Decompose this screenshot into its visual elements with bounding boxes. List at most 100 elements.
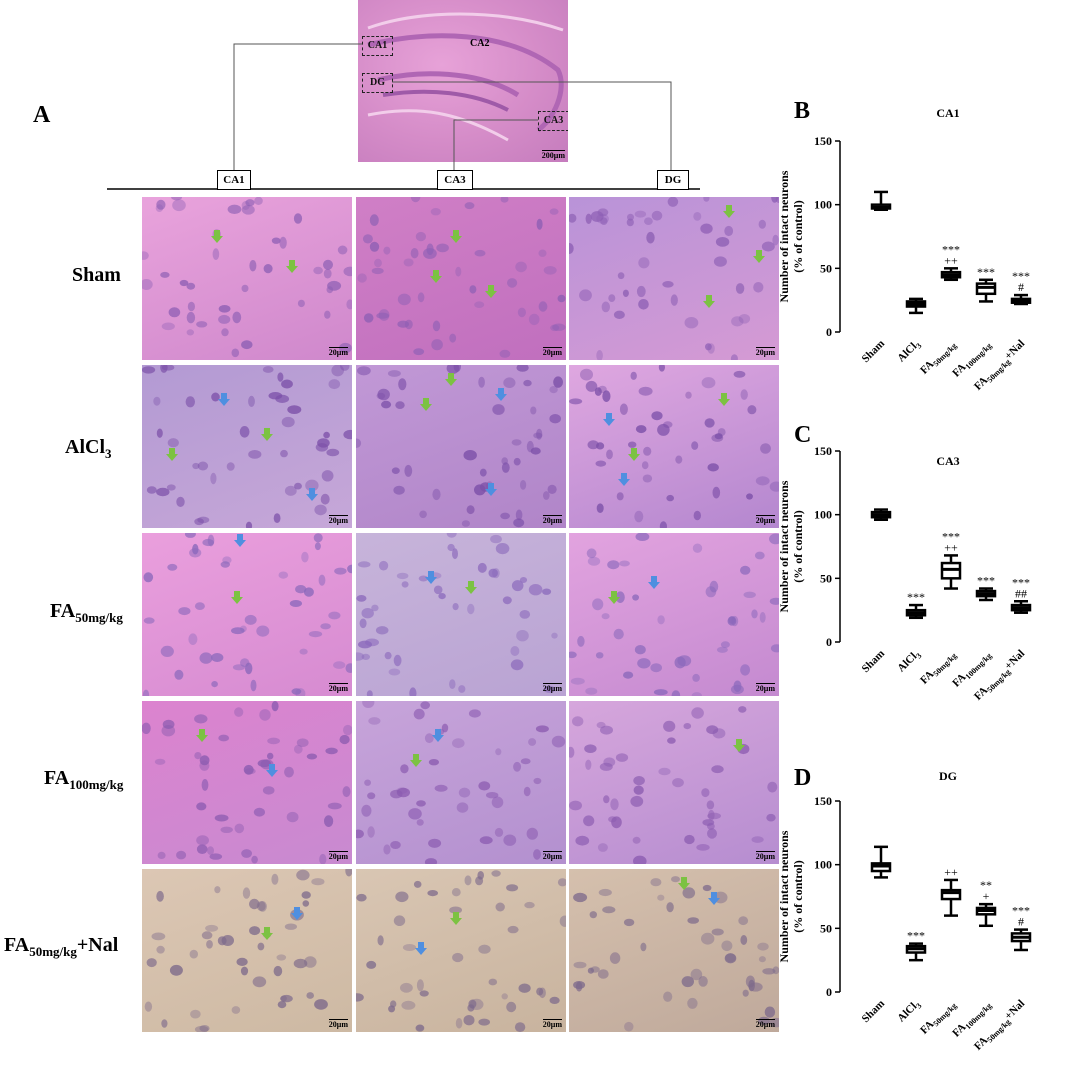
category-label: FA100mg/kg	[950, 338, 993, 381]
overview-scale-bar: 200μm	[541, 150, 565, 160]
green-arrow-icon	[211, 230, 223, 243]
significance-mark: ++	[944, 540, 958, 554]
chart-c: C CA3 0 50 100 150 Number of intact neurons (% …	[777, 422, 1032, 705]
micrograph-cells	[569, 365, 779, 528]
green-arrow-icon	[608, 591, 620, 604]
row-label-fa100: FA100mg/kg	[44, 767, 124, 792]
scale-bar: 20μm	[755, 515, 776, 525]
scale-bar: 20μm	[542, 1019, 563, 1029]
overview-micrograph: CA1 CA2 DG CA3 200μm	[358, 0, 568, 162]
blue-arrow-icon	[415, 942, 427, 955]
category-label: FA50mg/kg+Nal	[972, 998, 1029, 1055]
y-tick-label: 50	[820, 261, 832, 275]
scale-bar: 20μm	[542, 347, 563, 357]
scale-bar: 20μm	[328, 515, 349, 525]
micrograph-cells	[144, 869, 352, 1032]
green-arrow-icon	[196, 729, 208, 742]
category-sub: 50mg/kg	[931, 1001, 958, 1028]
category-label: AlCl3	[895, 338, 923, 366]
category-label: FA100mg/kg	[950, 648, 993, 691]
panel-letter: D	[794, 765, 811, 791]
scale-bar: 20μm	[755, 1019, 776, 1029]
significance-mark: ***	[942, 242, 960, 256]
micrograph-dg-row2: 20μm	[569, 365, 779, 528]
y-axis-label: Number of intact neurons	[777, 480, 791, 612]
y-tick-label: 150	[814, 134, 832, 148]
category-sub: 50mg/kg	[985, 1017, 1012, 1044]
category-sub: 50mg/kg	[931, 341, 958, 368]
green-arrow-icon	[166, 448, 178, 461]
y-axis-label: Number of intact neurons	[777, 170, 791, 302]
connector-lines	[107, 43, 700, 190]
scale-bar: 20μm	[755, 683, 776, 693]
category-label: Sham	[860, 648, 888, 676]
blue-arrow-icon	[291, 907, 303, 920]
scale-bar: 20μm	[328, 683, 349, 693]
category-sub: 100mg/kg	[964, 341, 994, 371]
green-arrow-icon	[430, 270, 442, 283]
micrograph-ca1-row5: 20μm	[142, 869, 352, 1032]
category-label: Sham	[860, 998, 888, 1026]
y-axis-label: (% of control)	[791, 200, 805, 272]
scale-bar: 20μm	[755, 347, 776, 357]
blue-arrow-icon	[495, 388, 507, 401]
region-dg-box: DG	[362, 73, 393, 93]
micrograph-ca1-row2: 20μm	[142, 365, 352, 528]
micrograph-cells	[356, 701, 566, 864]
micrograph-ca1-row3: 20μm	[142, 533, 352, 696]
green-arrow-icon	[753, 250, 765, 263]
significance-mark: ##	[1015, 586, 1027, 600]
micrograph-ca1-row4: 20μm	[142, 701, 352, 864]
panel-letter: C	[794, 422, 811, 448]
y-tick-label: 0	[826, 635, 832, 649]
blue-arrow-icon	[603, 413, 615, 426]
y-tick-label: 100	[814, 508, 832, 522]
green-arrow-icon	[485, 285, 497, 298]
row-label-alcl3: AlCl3	[65, 436, 112, 461]
significance-mark: #	[1018, 915, 1024, 929]
category-sub: 50mg/kg	[931, 651, 958, 678]
significance-mark: ++	[944, 253, 958, 267]
category-sub: 100mg/kg	[964, 651, 994, 681]
green-arrow-icon	[410, 754, 422, 767]
category-name: Sham	[860, 998, 888, 1026]
micrograph-cells	[142, 365, 352, 528]
green-arrow-icon	[286, 260, 298, 273]
column-header-dg: DG	[657, 170, 689, 190]
scale-bar: 20μm	[542, 515, 563, 525]
significance-mark: ***	[907, 590, 925, 604]
region-ca3-box: CA3	[538, 111, 568, 131]
row-label-sham: Sham	[72, 264, 121, 286]
category-sub: 50mg/kg	[985, 357, 1012, 384]
green-arrow-icon	[718, 393, 730, 406]
panel-letter: B	[794, 98, 810, 124]
blue-arrow-icon	[266, 764, 278, 777]
micrograph-cells	[356, 533, 558, 696]
category-label: FA50mg/kg+Nal	[972, 338, 1029, 395]
green-arrow-icon	[465, 581, 477, 594]
micrograph-dg-row3: 20μm	[569, 533, 779, 696]
category-tail: +Nal	[1003, 998, 1028, 1023]
micrograph-cells	[573, 876, 779, 1032]
y-axis-label: Number of intact neurons	[777, 830, 791, 962]
green-arrow-icon	[703, 295, 715, 308]
category-label: FA100mg/kg	[950, 998, 993, 1041]
significance-mark: ***	[1012, 575, 1030, 589]
scale-bar: 20μm	[755, 851, 776, 861]
scale-bar: 20μm	[328, 347, 349, 357]
category-name: Sham	[860, 648, 888, 676]
blue-arrow-icon	[485, 483, 497, 496]
green-arrow-icon	[723, 205, 735, 218]
green-arrow-icon	[450, 230, 462, 243]
y-axis-label: (% of control)	[791, 860, 805, 932]
micrograph-cells	[569, 533, 779, 696]
category-tail: +Nal	[1003, 338, 1028, 363]
category-sub: 3	[914, 341, 923, 350]
micrograph-dg-row5: 20μm	[569, 869, 779, 1032]
category-label: FA50mg/kg+Nal	[972, 648, 1029, 705]
significance-mark: ***	[1012, 269, 1030, 283]
blue-arrow-icon	[708, 892, 720, 905]
micrograph-ca1-row1: 20μm	[142, 197, 352, 360]
category-label: AlCl3	[895, 648, 923, 676]
y-tick-label: 50	[820, 921, 832, 935]
